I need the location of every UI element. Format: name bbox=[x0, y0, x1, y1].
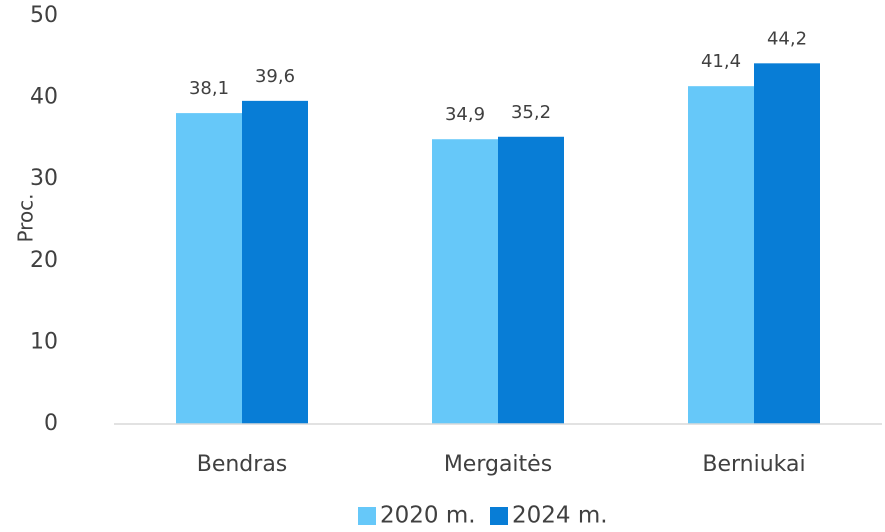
legend-swatch bbox=[490, 507, 508, 525]
x-tick-label: Berniukai bbox=[702, 452, 805, 477]
value-label: 44,2 bbox=[767, 28, 807, 49]
bar bbox=[242, 100, 308, 424]
y-tick-label: 30 bbox=[30, 166, 58, 191]
y-axis-label: Proc. bbox=[14, 193, 38, 242]
x-tick-label: Mergaitės bbox=[444, 452, 552, 477]
bar bbox=[754, 63, 820, 424]
legend-swatch bbox=[358, 507, 376, 525]
value-label: 38,1 bbox=[189, 78, 229, 99]
bar bbox=[176, 113, 242, 424]
value-label: 35,2 bbox=[511, 102, 551, 123]
y-tick-label: 20 bbox=[30, 248, 58, 273]
legend-label: 2024 m. bbox=[512, 503, 608, 529]
y-tick-label: 40 bbox=[30, 85, 58, 110]
legend-label: 2020 m. bbox=[380, 503, 476, 529]
value-label: 41,4 bbox=[701, 51, 741, 72]
x-tick-label: Bendras bbox=[197, 452, 288, 477]
bar bbox=[432, 139, 498, 424]
bar bbox=[498, 136, 564, 424]
value-label: 34,9 bbox=[445, 104, 485, 125]
bar bbox=[688, 86, 754, 425]
y-tick-label: 0 bbox=[44, 411, 58, 436]
value-label: 39,6 bbox=[255, 66, 295, 87]
y-tick-label: 10 bbox=[30, 329, 58, 354]
y-tick-label: 50 bbox=[30, 3, 58, 28]
